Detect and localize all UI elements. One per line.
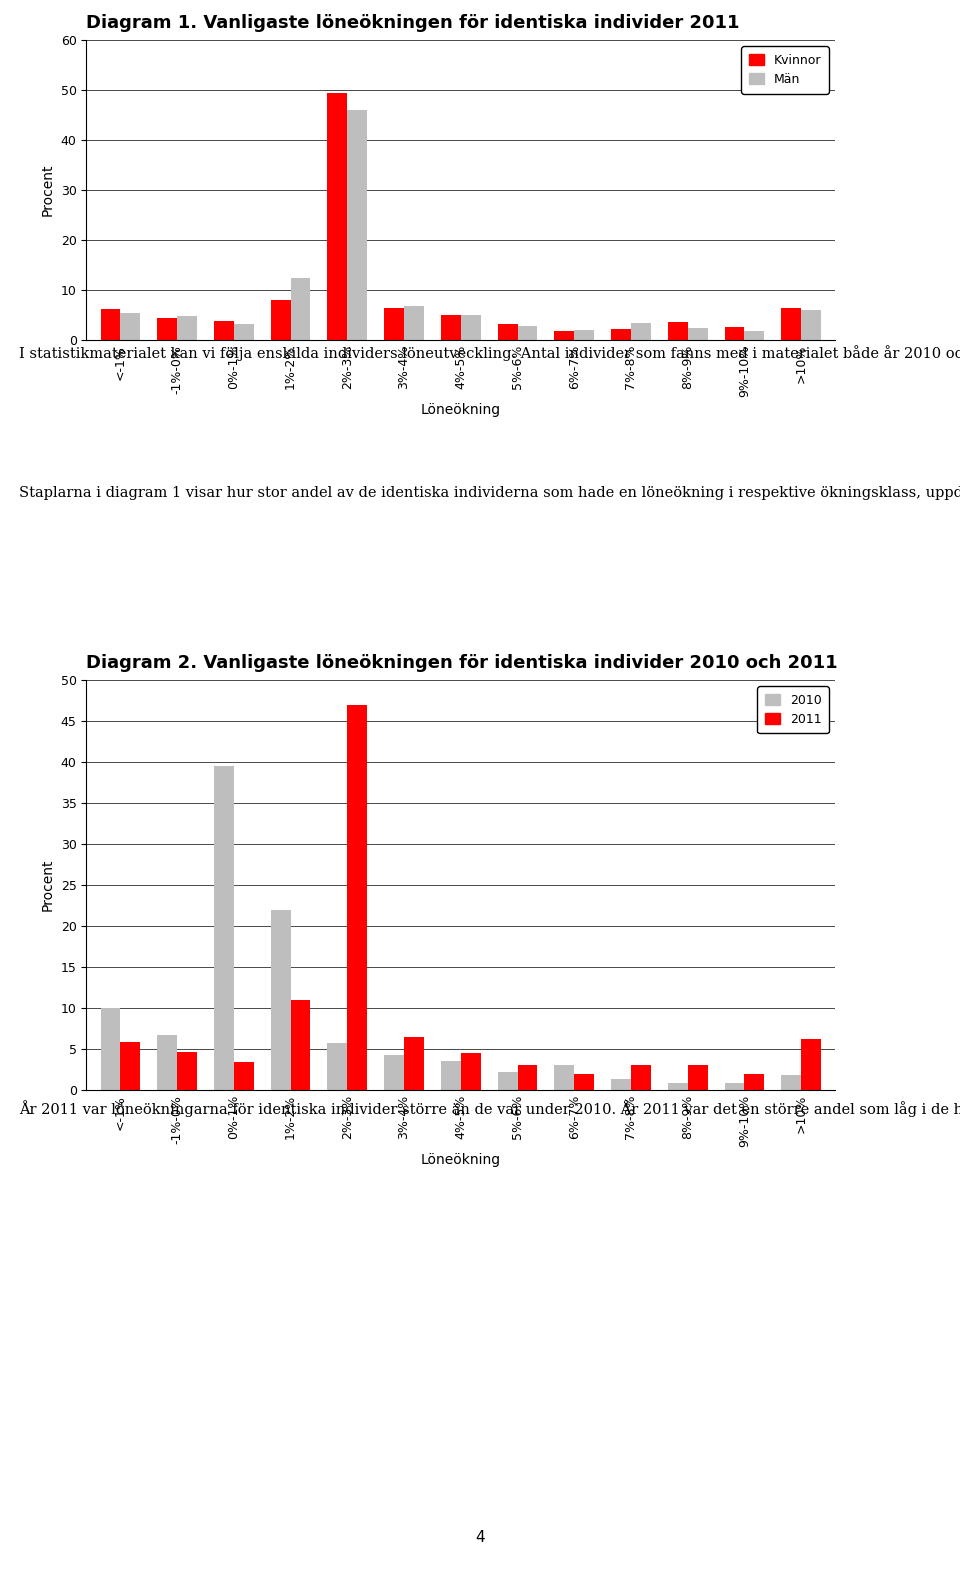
- Bar: [517, 326, 538, 340]
- Bar: [631, 1065, 651, 1090]
- Bar: [687, 1065, 708, 1090]
- X-axis label: Löneökning: Löneökning: [420, 403, 501, 417]
- Bar: [384, 1054, 404, 1090]
- Text: År 2011 var löneökningarna för identiska individer större än de var under 2010. : År 2011 var löneökningarna för identiska…: [19, 1100, 960, 1117]
- Bar: [461, 1053, 481, 1090]
- Bar: [348, 704, 367, 1090]
- Legend: Kvinnor, Män: Kvinnor, Män: [741, 46, 828, 94]
- Bar: [517, 1065, 538, 1090]
- Y-axis label: Procent: Procent: [41, 163, 55, 217]
- Bar: [404, 1037, 424, 1090]
- Bar: [631, 323, 651, 340]
- Bar: [744, 1073, 764, 1090]
- Y-axis label: Procent: Procent: [41, 858, 55, 912]
- Bar: [214, 322, 234, 340]
- Text: Staplarna i diagram 1 visar hur stor andel av de identiska individerna som hade : Staplarna i diagram 1 visar hur stor and…: [19, 483, 960, 501]
- Legend: 2010, 2011: 2010, 2011: [757, 686, 828, 733]
- Bar: [574, 329, 594, 340]
- Bar: [725, 1084, 744, 1090]
- Bar: [384, 308, 404, 340]
- Bar: [497, 323, 517, 340]
- Bar: [781, 1075, 802, 1090]
- Bar: [101, 309, 120, 340]
- Bar: [178, 1053, 197, 1090]
- Bar: [348, 110, 367, 340]
- Text: Diagram 1. Vanligaste löneökningen för identiska individer 2011: Diagram 1. Vanligaste löneökningen för i…: [86, 14, 740, 31]
- Bar: [120, 312, 140, 340]
- Bar: [441, 315, 461, 340]
- Bar: [441, 1061, 461, 1090]
- Bar: [291, 999, 310, 1090]
- Text: Diagram 2. Vanligaste löneökningen för identiska individer 2010 och 2011: Diagram 2. Vanligaste löneökningen för i…: [86, 654, 838, 672]
- Bar: [101, 1007, 120, 1090]
- Bar: [234, 1062, 253, 1090]
- Bar: [744, 331, 764, 340]
- Bar: [574, 1073, 594, 1090]
- Bar: [157, 319, 178, 340]
- Bar: [555, 331, 574, 340]
- Bar: [404, 306, 424, 340]
- Bar: [214, 766, 234, 1090]
- Text: 4: 4: [475, 1530, 485, 1545]
- Text: I statistikmaterialet kan vi följa enskilda individers löneutveckling. Antal ind: I statistikmaterialet kan vi följa enski…: [19, 345, 960, 361]
- Bar: [802, 311, 821, 340]
- Bar: [781, 308, 802, 340]
- Bar: [668, 1083, 687, 1090]
- Bar: [327, 93, 348, 340]
- Bar: [178, 315, 197, 340]
- Bar: [612, 329, 631, 340]
- Bar: [687, 328, 708, 340]
- Bar: [291, 278, 310, 340]
- Bar: [461, 315, 481, 340]
- Bar: [497, 1072, 517, 1090]
- Bar: [120, 1042, 140, 1090]
- Bar: [271, 300, 291, 340]
- Bar: [327, 1043, 348, 1090]
- Bar: [668, 322, 687, 340]
- Bar: [234, 325, 253, 340]
- Bar: [725, 326, 744, 340]
- X-axis label: Löneökning: Löneökning: [420, 1153, 501, 1167]
- Bar: [612, 1079, 631, 1090]
- Bar: [555, 1065, 574, 1090]
- Bar: [157, 1036, 178, 1090]
- Bar: [271, 910, 291, 1090]
- Bar: [802, 1039, 821, 1090]
